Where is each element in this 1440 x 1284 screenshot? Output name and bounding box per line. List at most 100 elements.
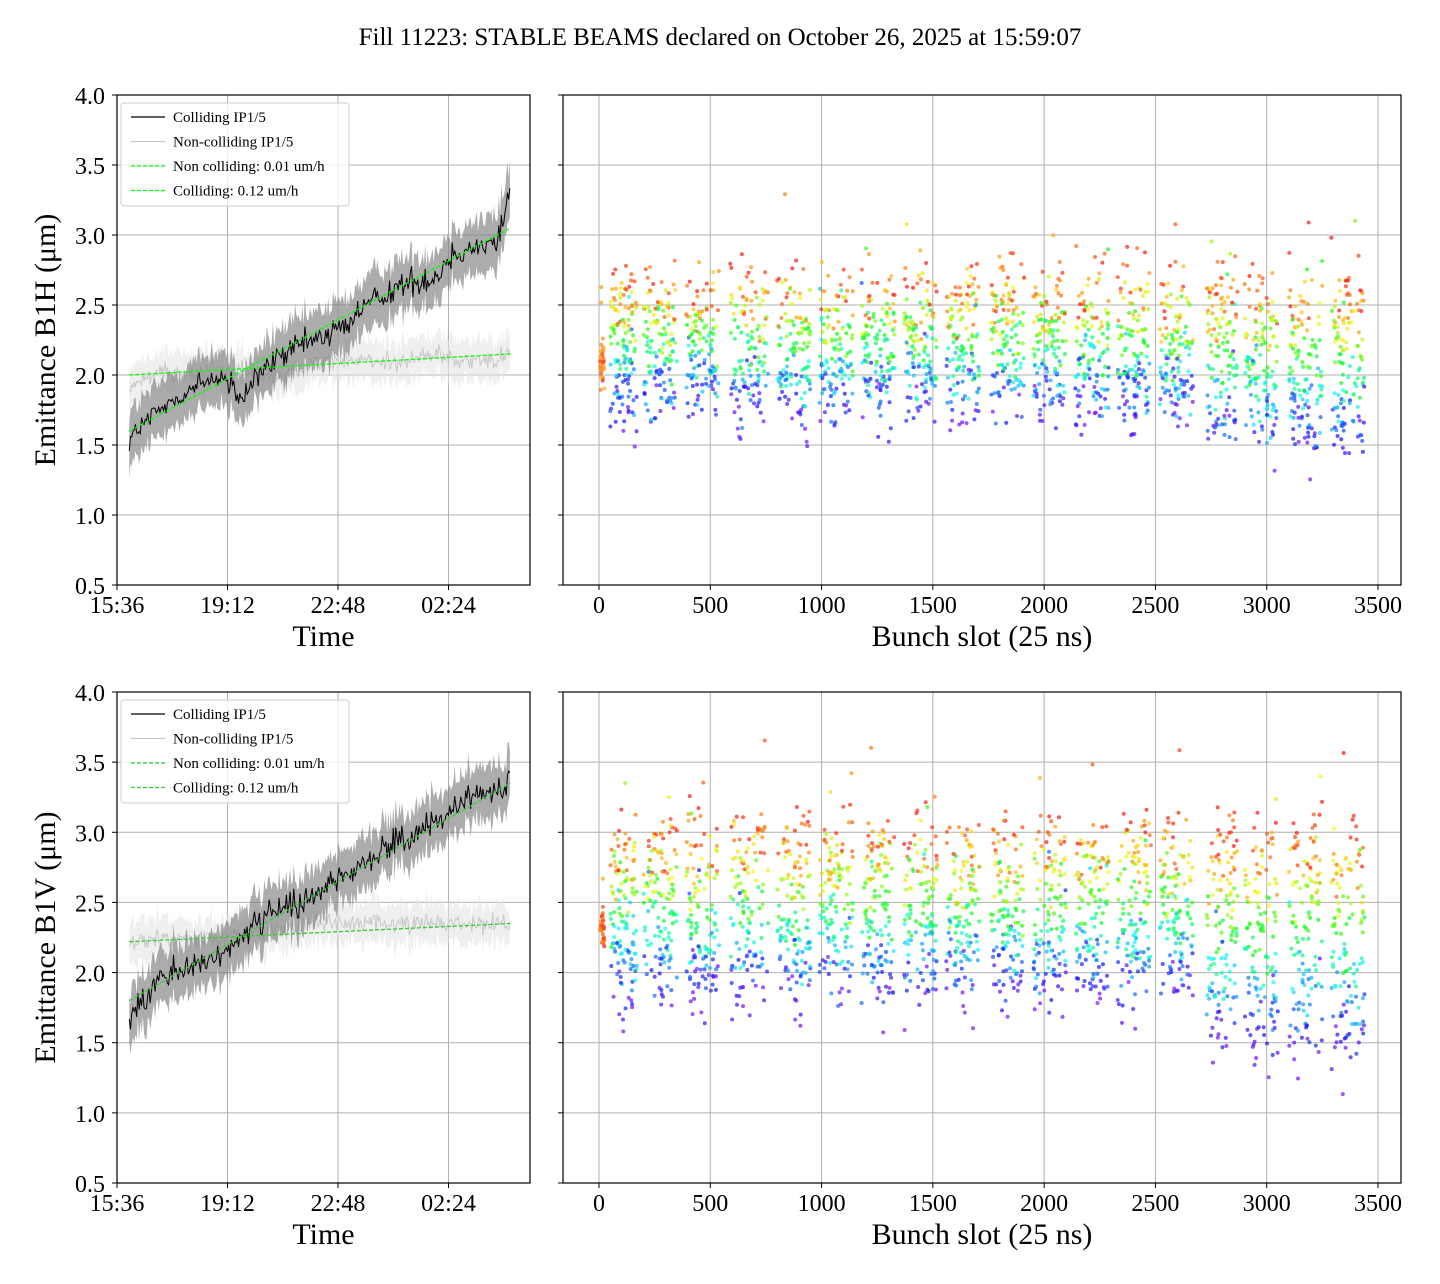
scatter-point	[846, 902, 850, 907]
scatter-point	[1045, 909, 1050, 914]
scatter-point	[602, 386, 607, 391]
scatter-point	[976, 365, 981, 369]
scatter-point	[628, 900, 632, 905]
scatter-point	[1041, 393, 1046, 398]
scatter-point	[642, 392, 647, 396]
scatter-point	[695, 294, 700, 299]
scatter-point	[645, 349, 650, 354]
scatter-point	[915, 850, 920, 855]
scatter-point	[996, 873, 1001, 878]
scatter-point	[618, 860, 623, 865]
scatter-point	[1178, 853, 1183, 857]
scatter-point	[688, 975, 692, 979]
scatter-point	[628, 967, 633, 971]
scatter-point	[735, 426, 740, 431]
scatter-point	[1348, 1055, 1353, 1060]
scatter-point	[948, 937, 953, 942]
scatter-point	[921, 957, 926, 962]
scatter-point	[944, 363, 949, 368]
scatter-point	[760, 902, 765, 907]
scatter-point	[756, 376, 761, 381]
scatter-point	[891, 301, 896, 306]
scatter-point	[1106, 247, 1110, 252]
scatter-point	[1288, 288, 1293, 293]
scatter-point	[1257, 419, 1262, 424]
scatter-point	[1099, 921, 1104, 925]
scatter-point	[965, 266, 970, 271]
scatter-point	[1133, 922, 1138, 927]
scatter-point	[1233, 385, 1238, 390]
scatter-point	[1225, 348, 1230, 353]
scatter-point	[1292, 1057, 1297, 1062]
scatter-point	[1092, 345, 1097, 350]
x-tick-label: 500	[692, 593, 728, 619]
scatter-point	[1075, 959, 1080, 964]
scatter-point	[1078, 838, 1083, 842]
scatter-point	[1178, 359, 1183, 364]
scatter-point	[744, 323, 749, 328]
scatter-point	[1165, 919, 1170, 924]
scatter-point	[874, 362, 879, 367]
scatter-point	[1079, 921, 1084, 926]
scatter-point	[1078, 842, 1083, 846]
scatter-point	[717, 269, 721, 273]
scatter-point	[1256, 905, 1261, 910]
scatter-point	[804, 925, 809, 930]
scatter-point	[1094, 315, 1099, 320]
scatter-point	[1355, 967, 1359, 972]
scatter-point	[750, 279, 755, 284]
scatter-point	[1305, 301, 1310, 306]
scatter-point	[696, 905, 701, 909]
scatter-point	[1265, 371, 1270, 376]
scatter-point	[1220, 939, 1225, 944]
scatter-point	[927, 879, 931, 884]
scatter-point	[646, 865, 651, 870]
scatter-point	[873, 369, 878, 374]
scatter-point	[1013, 938, 1018, 943]
scatter-point	[806, 946, 811, 951]
scatter-point	[735, 882, 740, 887]
scatter-point	[878, 373, 883, 378]
scatter-point	[822, 827, 827, 832]
scatter-point	[966, 396, 971, 401]
scatter-point	[732, 838, 737, 843]
scatter-point	[792, 960, 797, 965]
scatter-point	[864, 921, 869, 925]
scatter-point	[860, 930, 865, 935]
scatter-point	[1035, 886, 1040, 891]
scatter-point	[831, 892, 836, 897]
scatter-point	[618, 291, 623, 296]
scatter-point	[1265, 964, 1270, 969]
scatter-point	[645, 408, 650, 413]
scatter-point	[1078, 394, 1083, 399]
legend-label: Colliding: 0.12 um/h	[173, 781, 299, 797]
scatter-point	[1266, 896, 1271, 900]
scatter-point	[1234, 363, 1239, 368]
scatter-point	[1224, 1043, 1229, 1048]
scatter-point	[745, 937, 750, 941]
scatter-point	[1178, 950, 1183, 955]
scatter-point	[1142, 899, 1147, 904]
scatter-point	[1225, 401, 1230, 406]
scatter-point	[617, 944, 622, 949]
scatter-point	[831, 391, 836, 396]
scatter-point	[755, 404, 760, 409]
scatter-point	[1222, 986, 1227, 991]
scatter-point	[843, 945, 848, 950]
scatter-point	[750, 329, 755, 334]
scatter-point	[1342, 950, 1347, 955]
scatter-point	[685, 919, 690, 924]
scatter-point	[1331, 1014, 1336, 1019]
scatter-point	[689, 326, 694, 331]
scatter-point	[797, 379, 802, 384]
scatter-point	[952, 871, 957, 876]
scatter-point	[1232, 408, 1237, 413]
scatter-point	[944, 986, 949, 991]
scatter-point	[997, 917, 1002, 922]
scatter-point	[997, 839, 1002, 844]
scatter-point	[1357, 847, 1362, 852]
scatter-point	[1253, 949, 1258, 954]
scatter-point	[1057, 869, 1062, 874]
scatter-point	[645, 327, 650, 332]
scatter-point	[1014, 953, 1018, 958]
